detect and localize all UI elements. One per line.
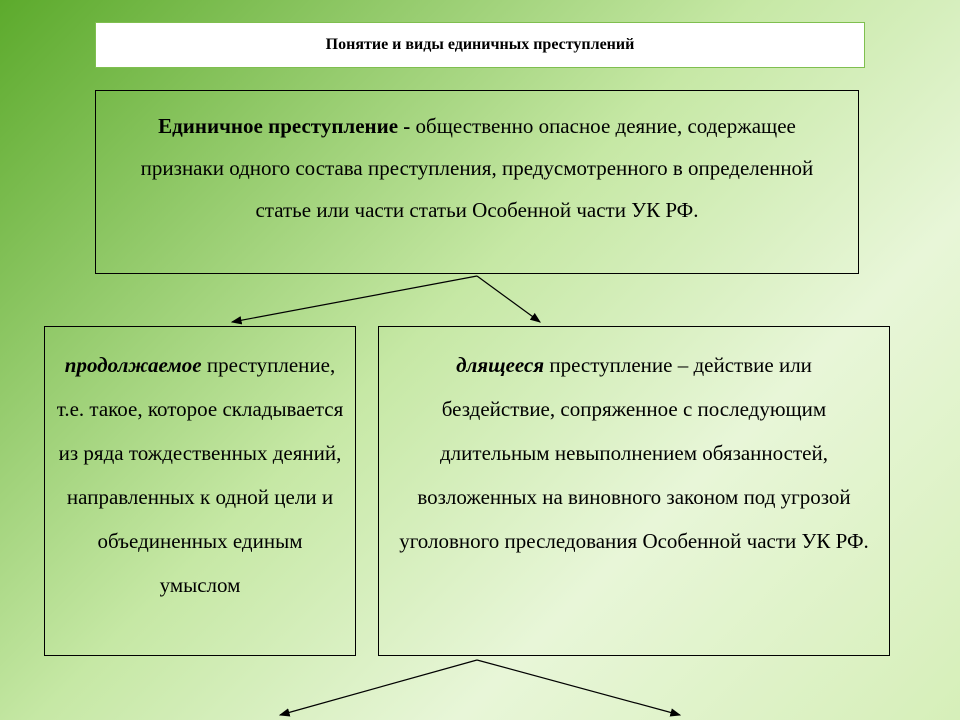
right-box: длящееся преступление – действие или без… — [378, 326, 890, 656]
slide-title: Понятие и виды единичных преступлений — [326, 36, 635, 54]
definition-box: Единичное преступление - общественно опа… — [95, 90, 859, 274]
arrow-bottom-right — [477, 660, 680, 715]
left-text: продолжаемое преступление, т.е. такое, к… — [55, 343, 345, 608]
slide-root: Понятие и виды единичных преступлений Ед… — [0, 0, 960, 720]
right-body: преступление – действие или бездействие,… — [399, 353, 869, 553]
arrow-top-right — [477, 276, 540, 322]
definition-text: Единичное преступление - общественно опа… — [124, 105, 830, 231]
arrow-bottom-left — [280, 660, 477, 715]
left-body: преступление, т.е. такое, которое склады… — [57, 353, 344, 597]
right-text: длящееся преступление – действие или без… — [397, 343, 871, 563]
left-term: продолжаемое — [65, 353, 202, 377]
right-term: длящееся — [456, 353, 544, 377]
title-box: Понятие и виды единичных преступлений — [95, 22, 865, 68]
arrow-top-left — [232, 276, 477, 322]
left-box: продолжаемое преступление, т.е. такое, к… — [44, 326, 356, 656]
definition-term: Единичное преступление - — [158, 114, 415, 138]
